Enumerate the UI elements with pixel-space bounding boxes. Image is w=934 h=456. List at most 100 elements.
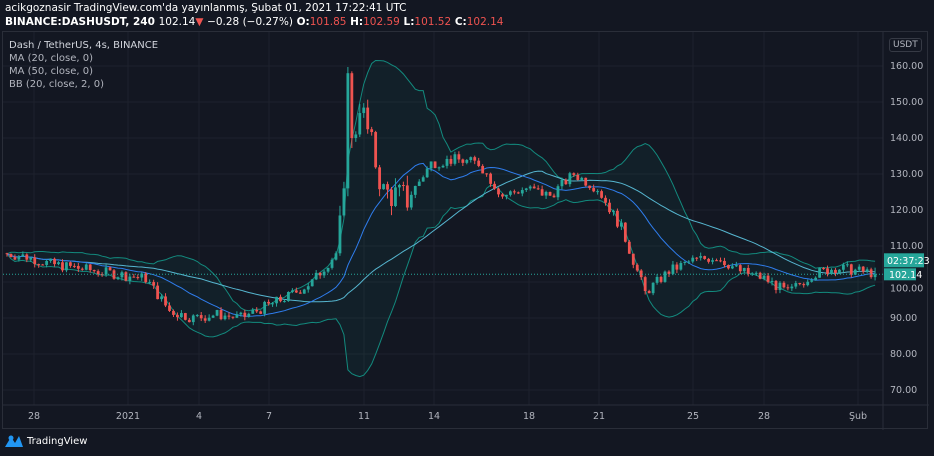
x-tick-label: Şub	[849, 411, 867, 422]
x-tick-label: 14	[428, 411, 440, 422]
candle-body	[374, 132, 378, 168]
candle-body	[61, 262, 64, 271]
y-tick-label: 90.00	[890, 313, 917, 324]
candle-body	[679, 262, 683, 270]
candle-body	[806, 281, 810, 286]
candle-body	[873, 274, 877, 278]
candle-body	[671, 264, 675, 274]
candle-body	[814, 277, 818, 281]
currency-button[interactable]: USDT	[889, 38, 922, 52]
candle-body	[853, 269, 857, 275]
candle-body	[449, 158, 453, 164]
candle-body	[144, 273, 148, 283]
candle-body	[520, 190, 524, 194]
candle-body	[72, 265, 76, 267]
y-tick-label: 150.00	[890, 97, 923, 108]
candle-body	[516, 192, 520, 194]
price-chart[interactable]: 160.00 150.00 140.00 130.00 120.00 110.00 100.…	[3, 32, 929, 430]
candle-body	[497, 188, 500, 195]
candle-body	[695, 257, 699, 259]
candle-body	[841, 264, 845, 270]
candle-body	[390, 189, 393, 207]
candle-body	[239, 312, 243, 315]
candle-body	[417, 181, 421, 186]
candle-body	[505, 194, 508, 197]
candle-body	[501, 194, 504, 197]
last-price-label: 102.14	[889, 270, 922, 281]
candle-body	[231, 316, 235, 318]
candle-body	[33, 257, 37, 265]
tradingview-logo[interactable]: TradingView	[4, 434, 87, 448]
candle-body	[619, 222, 623, 227]
candle-body	[235, 314, 239, 318]
legend-bb[interactable]: BB (20, close, 2, 0)	[9, 79, 104, 90]
legend-ma20[interactable]: MA (20, close, 0)	[9, 53, 94, 64]
candle-body	[802, 284, 806, 286]
candle-body	[108, 267, 112, 271]
candle-body	[132, 276, 136, 278]
candle-body	[207, 317, 211, 321]
candle-body	[481, 165, 485, 174]
candle-body	[275, 296, 278, 304]
candle-body	[734, 265, 738, 267]
candle-body	[405, 185, 409, 208]
candle-body	[750, 273, 754, 275]
candle-body	[21, 254, 25, 257]
candle-body	[80, 268, 84, 270]
candle-body	[53, 258, 56, 265]
candle-body	[104, 267, 108, 275]
bollinger-lower-line	[6, 184, 876, 378]
candle-body	[723, 260, 726, 266]
candle-body	[140, 273, 144, 278]
candle-body	[441, 165, 445, 168]
candle-body	[136, 277, 140, 279]
candle-body	[810, 280, 814, 282]
candle-body	[699, 256, 703, 258]
x-tick-label: 2021	[116, 411, 140, 422]
candle-body	[560, 179, 564, 187]
candle-body	[477, 160, 481, 166]
candle-body	[687, 261, 691, 263]
y-tick-label: 70.00	[890, 385, 917, 396]
candle-body	[730, 266, 734, 269]
open-value: 101.85	[309, 16, 347, 28]
chart-panel[interactable]: 160.00 150.00 140.00 130.00 120.00 110.00 100.…	[2, 31, 929, 430]
candle-body	[251, 309, 255, 314]
candle-body	[187, 319, 191, 323]
candle-body	[17, 256, 21, 260]
candle-body	[9, 253, 13, 258]
candle-body	[334, 253, 338, 260]
candle-body	[663, 271, 667, 282]
chart-legend: Dash / TetherUS, 4s, BINANCE MA (20, clo…	[9, 39, 158, 91]
candle-body	[160, 296, 163, 300]
candle-body	[306, 286, 310, 290]
candle-body	[786, 287, 790, 289]
candle-body	[382, 184, 385, 190]
candle-body	[191, 315, 195, 323]
candle-body	[96, 271, 100, 275]
high-label: H:	[350, 16, 364, 28]
candle-body	[267, 301, 271, 304]
legend-series[interactable]: Dash / TetherUS, 4s, BINANCE	[9, 40, 159, 51]
candle-body	[37, 264, 41, 266]
candle-body	[326, 267, 330, 272]
candle-body	[766, 275, 770, 282]
candle-body	[770, 280, 774, 282]
candle-body	[580, 177, 584, 180]
legend-ma50[interactable]: MA (50, close, 0)	[9, 66, 94, 77]
brand-name: TradingView	[27, 435, 88, 447]
candle-body	[5, 253, 9, 255]
candle-body	[124, 272, 128, 281]
candle-body	[243, 312, 247, 317]
symbol: BINANCE:DASHUSDT, 240	[5, 16, 155, 28]
ma20-line	[6, 162, 876, 317]
candle-body	[631, 253, 635, 265]
candle-body	[128, 276, 132, 281]
candle-body	[683, 261, 687, 263]
candle-body	[342, 188, 346, 216]
candle-body	[536, 188, 540, 190]
candle-body	[512, 191, 516, 193]
y-tick-label: 80.00	[890, 349, 917, 360]
candle-body	[667, 271, 671, 274]
x-tick-label: 28	[758, 411, 770, 422]
